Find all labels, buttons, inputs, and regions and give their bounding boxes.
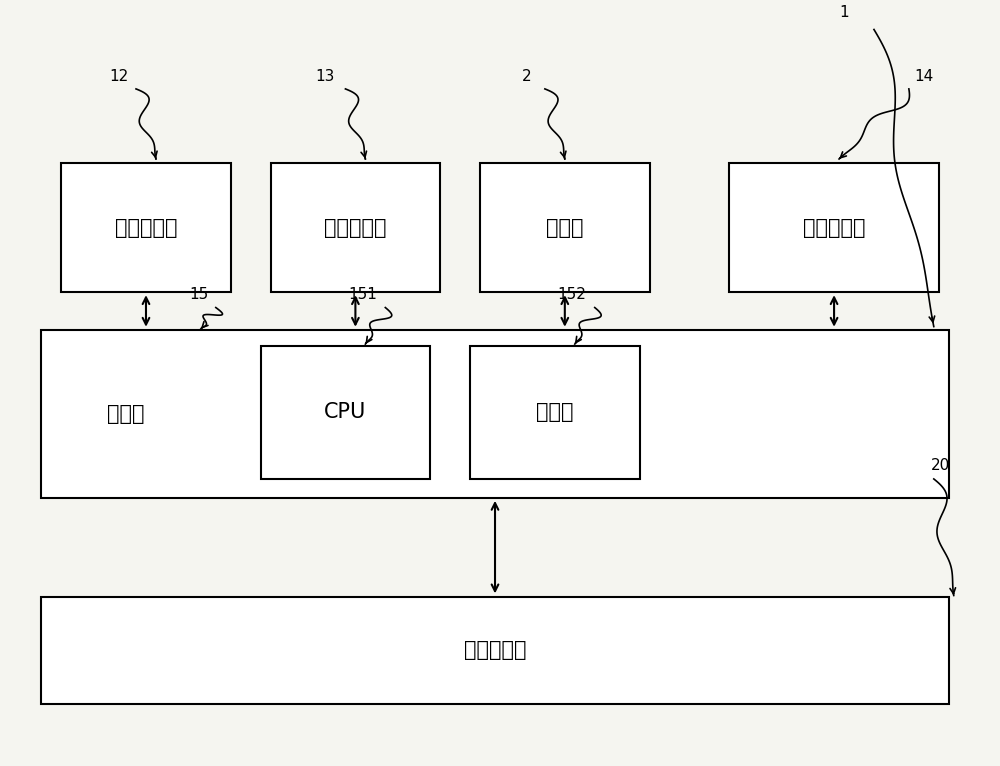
FancyBboxPatch shape xyxy=(41,597,949,704)
Text: 152: 152 xyxy=(557,287,586,303)
Text: 15: 15 xyxy=(189,287,208,303)
FancyBboxPatch shape xyxy=(729,163,939,293)
Text: CPU: CPU xyxy=(324,402,367,422)
FancyBboxPatch shape xyxy=(470,345,640,479)
Text: 干燥部: 干燥部 xyxy=(546,218,584,237)
FancyBboxPatch shape xyxy=(61,163,231,293)
FancyBboxPatch shape xyxy=(261,345,430,479)
FancyBboxPatch shape xyxy=(480,163,650,293)
Text: 输入操作部: 输入操作部 xyxy=(803,218,865,237)
Text: 14: 14 xyxy=(914,70,933,84)
Text: 运送机构部: 运送机构部 xyxy=(115,218,177,237)
Text: 控制部: 控制部 xyxy=(107,404,145,424)
Text: 20: 20 xyxy=(931,458,950,473)
Text: 2: 2 xyxy=(522,70,532,84)
Text: 1: 1 xyxy=(839,5,849,21)
FancyBboxPatch shape xyxy=(41,330,949,498)
Text: 12: 12 xyxy=(109,70,129,84)
Text: 存储部: 存储部 xyxy=(536,402,574,422)
Text: 印刷机构部: 印刷机构部 xyxy=(324,218,387,237)
Text: 13: 13 xyxy=(316,70,335,84)
Text: 151: 151 xyxy=(348,287,377,303)
FancyBboxPatch shape xyxy=(271,163,440,293)
Text: 外部供电源: 外部供电源 xyxy=(464,640,526,660)
